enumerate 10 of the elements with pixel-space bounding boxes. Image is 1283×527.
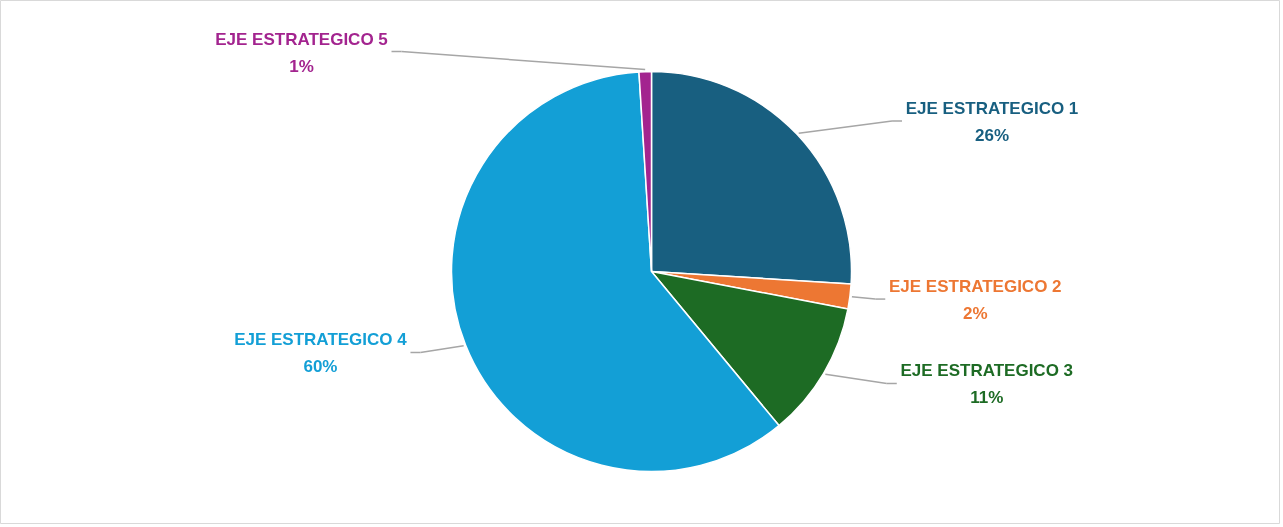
slice-label: EJE ESTRATEGICO 5 — [215, 29, 388, 49]
slice-label: EJE ESTRATEGICO 3 — [900, 361, 1074, 381]
slice-label: EJE ESTRATEGICO 4 — [234, 330, 408, 350]
data-label: 26% — [975, 125, 1010, 145]
slice-label: EJE ESTRATEGICO 1 — [905, 98, 1079, 118]
slice-label: EJE ESTRATEGICO 2 — [888, 277, 1062, 297]
data-label: 60% — [303, 357, 338, 377]
data-label: 11% — [970, 388, 1004, 408]
data-label: 1% — [289, 56, 314, 76]
data-label: 2% — [962, 304, 988, 324]
